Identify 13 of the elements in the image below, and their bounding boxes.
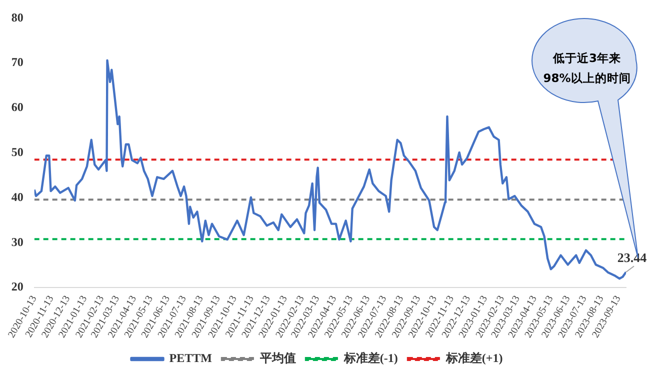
legend-label: 标准差(-1) <box>342 351 398 366</box>
y-tick-label: 60 <box>11 100 24 114</box>
legend-label: 平均值 <box>258 351 296 366</box>
y-tick-label: 50 <box>11 144 24 159</box>
annotation: 23.44 <box>617 250 648 266</box>
y-tick-label: 70 <box>11 55 24 70</box>
y-tick-label: 20 <box>11 280 24 294</box>
annotation: 低于近3年来 98%以上的时间 <box>542 50 632 87</box>
y-tick-label: 80 <box>11 10 24 24</box>
y-tick-label: 30 <box>11 234 24 249</box>
legend-label: 标准差(+1) <box>444 351 503 366</box>
y-tick-label: 40 <box>11 190 24 204</box>
legend-label: PETTM <box>169 351 212 366</box>
